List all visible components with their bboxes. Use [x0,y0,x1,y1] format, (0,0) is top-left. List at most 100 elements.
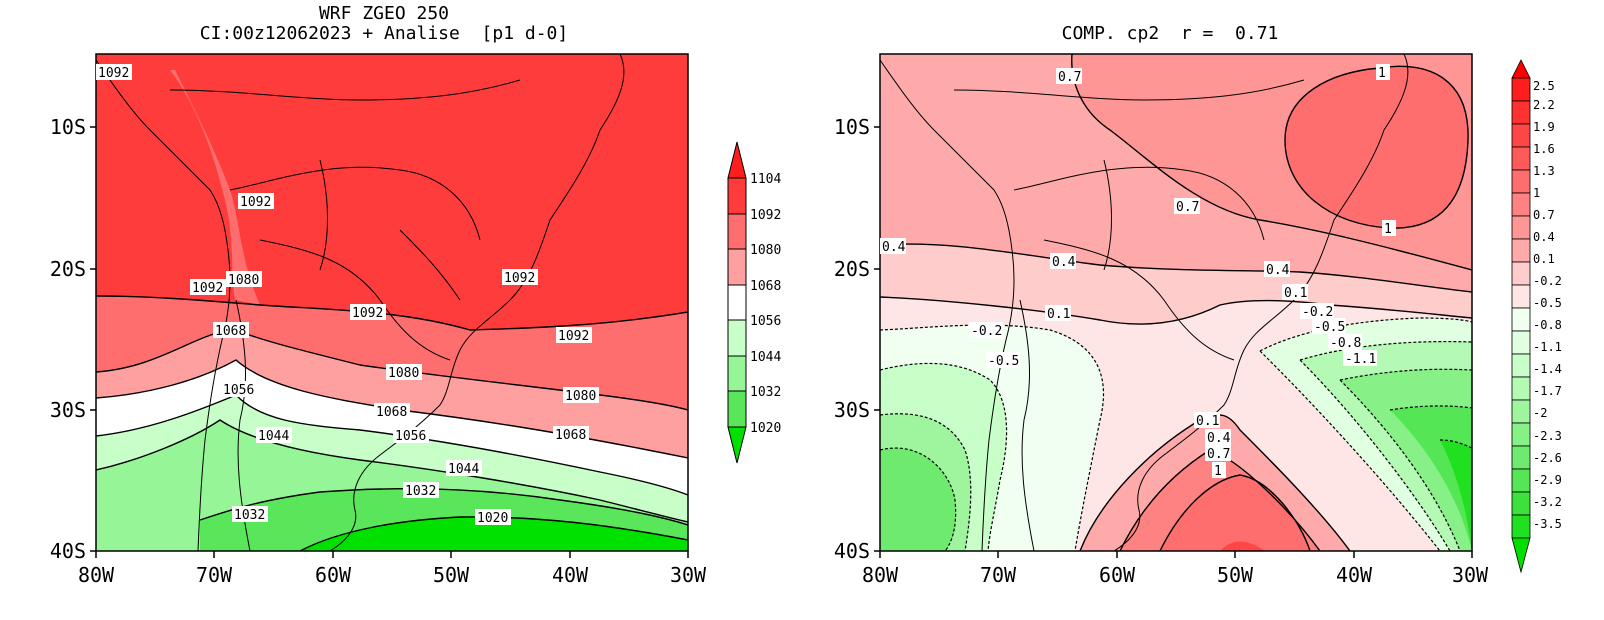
contour-label: 0.4 [1050,253,1076,270]
svg-text:1068: 1068 [555,428,586,443]
svg-text:-1.1: -1.1 [1345,352,1376,367]
svg-text:-0.8: -0.8 [1330,336,1361,351]
contour-label: 1068 [374,403,410,420]
right-contours-negative [880,317,1472,551]
left-lat-labels: 10S 20S 30S 40S [50,115,86,563]
contour-label: 1092 [238,193,274,210]
contour-label: 1 [1382,220,1396,237]
contour-label: 1080 [386,364,422,381]
right-lon-labels: 80W 70W 60W 50W 40W 30W [862,563,1489,587]
svg-text:0.7: 0.7 [1058,70,1081,85]
contour-label: 1020 [475,509,511,526]
svg-text:1092: 1092 [240,195,271,210]
contour-label: 1 [1212,462,1226,479]
svg-text:1092: 1092 [352,306,383,321]
contour-label: 1032 [403,482,439,499]
left-lon-label: 30W [670,563,707,587]
colorbar-label: 1044 [750,350,781,365]
colorbar-cap-bottom [727,426,747,464]
svg-text:1080: 1080 [228,273,259,288]
right-lon-label: 30W [1452,563,1489,587]
contour-label: 0.1 [1045,305,1071,322]
left-lat-label: 20S [50,257,86,281]
left-lon-label: 40W [552,563,589,587]
contour-label: 0.4 [1205,429,1231,446]
svg-text:0.1: 0.1 [1196,414,1219,429]
colorbar-label: -0.8 [1533,318,1562,332]
colorbar-label: 1092 [750,208,781,223]
right-ticks [874,126,1473,558]
right-lon-label: 60W [1099,563,1136,587]
svg-text:-0.2: -0.2 [1302,305,1333,320]
colorbar-label: 2.2 [1533,98,1555,112]
svg-text:0.1: 0.1 [1284,286,1307,301]
left-colorbar-labels: 1104 1092 1080 1068 1056 1044 1032 1020 [750,172,781,436]
right-lon-label: 70W [980,563,1017,587]
colorbar-label: 1068 [750,279,781,294]
right-contour-labels: 0.7 1 0.7 1 0.4 0.4 0.4 0.1 0.1 -0.2 -0.… [880,64,1396,479]
contour-label: 0.4 [880,238,906,255]
right-coastlines [880,54,1409,551]
svg-text:1092: 1092 [558,329,589,344]
left-contour-labels: 1092 1092 1092 1080 1092 1092 1092 1068 … [96,64,599,526]
svg-text:-0.5: -0.5 [988,354,1019,369]
colorbar-label: -0.2 [1533,274,1562,288]
svg-text:1092: 1092 [192,281,223,296]
contour-label: 0.1 [1194,412,1220,429]
right-lat-label: 20S [834,257,870,281]
colorbar-label: 1020 [750,421,781,436]
contour-label: 1068 [213,322,249,339]
right-title: COMP. cp2 r = 0.71 [1061,23,1279,44]
colorbar-label: 2.5 [1533,79,1555,93]
contour-label: -0.8 [1328,334,1362,351]
left-contours [96,295,688,551]
right-lon-label: 40W [1336,563,1373,587]
left-lon-label: 60W [315,563,352,587]
colorbar-label: -2 [1533,406,1547,420]
contour-label: 1056 [221,381,257,398]
svg-text:1068: 1068 [376,405,407,420]
left-lat-label: 10S [50,115,86,139]
right-colorbar-labels: 2.5 2.2 1.9 1.6 1.3 1 0.7 0.4 0.1 -0.2 -… [1533,79,1562,531]
left-lon-label: 70W [196,563,233,587]
svg-text:1080: 1080 [388,366,419,381]
svg-text:1056: 1056 [395,429,426,444]
contour-label: 0.7 [1174,198,1200,215]
svg-text:1068: 1068 [215,324,246,339]
contour-label: 0.7 [1056,68,1082,85]
colorbar-label: -3.2 [1533,495,1562,509]
right-lat-label: 10S [834,115,870,139]
colorbar-label: 1.9 [1533,120,1555,134]
colorbar-label: -1.7 [1533,384,1562,398]
contour-label: 1 [1376,64,1390,81]
contour-label: -0.5 [986,352,1020,369]
colorbar-label: 1.6 [1533,142,1555,156]
contour-label: 1092 [96,64,132,81]
colorbar-label: -3.5 [1533,517,1562,531]
contour-label: 1092 [190,279,226,296]
colorbar-label: 0.1 [1533,252,1555,266]
left-title-line2: CI:00z12062023 + Analise [p1 d-0] [199,23,569,44]
colorbar-label: 1.3 [1533,164,1555,178]
left-lat-label: 40S [50,539,86,563]
svg-text:1056: 1056 [223,383,254,398]
svg-text:0.4: 0.4 [1207,431,1231,446]
colorbar-cap-bottom [1511,537,1531,574]
right-lat-labels: 10S 20S 30S 40S [834,115,870,563]
colorbar-label: -2.9 [1533,473,1562,487]
left-lon-label: 80W [78,563,115,587]
left-colorbar [727,141,747,464]
contour-label: 1092 [556,327,592,344]
contour-label: 1092 [502,269,538,286]
svg-text:1080: 1080 [565,389,596,404]
colorbar-label: 1056 [750,314,781,329]
left-map-frame [95,53,689,552]
colorbar-label: -0.5 [1533,296,1562,310]
contour-label: -0.5 [1312,318,1346,335]
svg-text:1: 1 [1214,464,1222,479]
left-title-line1: WRF ZGEO 250 [318,3,450,24]
colorbar-label: -2.6 [1533,451,1562,465]
right-lon-label: 80W [862,563,899,587]
svg-text:0.1: 0.1 [1047,307,1070,322]
